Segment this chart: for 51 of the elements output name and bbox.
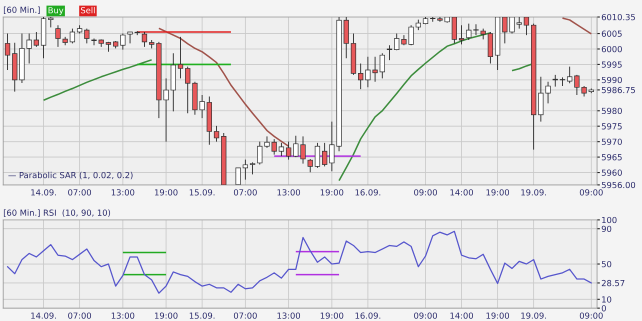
y-tick-label: 28.57: [602, 280, 624, 286]
y-tick-label: 50: [602, 261, 612, 268]
y-tick-label: 5970: [602, 138, 622, 145]
x-tick-label: 19:00: [486, 189, 510, 196]
y-tick-label: 5980: [602, 108, 622, 114]
x-tick-label: 09:00: [414, 189, 437, 196]
y-tick-label: 6000: [602, 46, 622, 52]
y-tick-label: 5960: [602, 170, 622, 176]
x-tick-label: 14:00: [450, 312, 474, 319]
x-tick-label: 19:00: [154, 312, 178, 319]
x-tick-label: 09:00: [414, 312, 437, 319]
y-tick-label: 5975: [602, 123, 622, 130]
y-tick-label: 5995: [602, 61, 622, 68]
x-tick-label: 19:00: [486, 312, 510, 319]
x-tick-label: 13:00: [112, 312, 134, 319]
x-tick-label: 13:00: [278, 312, 300, 319]
x-tick-label: 19:00: [154, 189, 178, 196]
y-tick-label: 5965: [602, 154, 622, 160]
y-tick-label: 5956.00: [602, 182, 636, 188]
y-tick-label: 5986.75: [602, 86, 635, 94]
x-tick-label: 09:00: [580, 312, 603, 319]
chart-title: [60 Min.]: [4, 6, 40, 14]
x-tick-label: 15.09.: [190, 189, 214, 196]
x-tick-label: 14.09.: [31, 189, 56, 196]
y-tick-label: 100: [602, 216, 617, 224]
x-tick-label: 14:00: [450, 189, 474, 196]
x-tick-label: 16.09.: [356, 189, 380, 196]
x-tick-label: 19:00: [320, 312, 344, 319]
y-tick-label: 10: [602, 296, 612, 303]
x-tick-label: 07:00: [68, 312, 92, 319]
chart-title: [60 Min.] RSI (10, 90, 10): [4, 209, 110, 217]
x-tick-label: 13:00: [112, 189, 134, 196]
x-tick-label: 16.09.: [356, 312, 380, 319]
y-tick-label: 6010.35: [602, 14, 635, 20]
text: Buy: [48, 7, 64, 15]
x-tick-label: 19.09.: [521, 312, 546, 319]
x-tick-label: 19.09.: [521, 189, 546, 196]
x-tick-label: 13:00: [278, 189, 300, 196]
x-tick-label: 19:00: [320, 189, 344, 196]
text: Sell: [80, 6, 95, 14]
y-tick-label: 6005: [602, 30, 622, 37]
x-tick-label: 15.09.: [190, 312, 214, 319]
x-tick-label: 09:00: [580, 189, 603, 196]
x-tick-label: 07:00: [68, 189, 92, 196]
x-tick-label: 14.09.: [31, 312, 56, 319]
y-tick-label: 5990: [602, 76, 622, 84]
x-tick-label: 07:00: [234, 189, 257, 196]
annotation: — Parabolic SAR (1, 0.02, 0.2): [8, 172, 133, 180]
y-tick-label: 90: [602, 226, 612, 232]
y-tick-label: 0: [602, 305, 606, 312]
x-tick-label: 07:00: [234, 312, 257, 319]
